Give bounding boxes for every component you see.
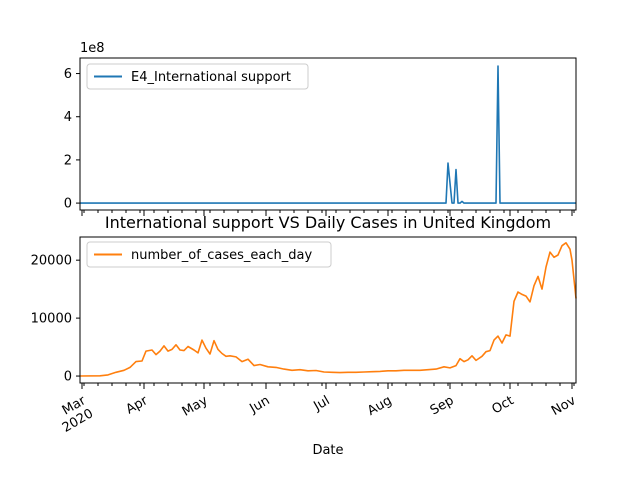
- top-y-tick-label-0: 0: [64, 197, 72, 212]
- top-y-tick-label-2: 4: [64, 110, 72, 125]
- bottom-series-line-0: [79, 242, 577, 377]
- x-axis-label: Date: [312, 443, 343, 458]
- bottom-subplot: International support VS Daily Cases in …: [31, 213, 579, 458]
- x-tick-label-0: Mar2020: [52, 393, 96, 436]
- bottom-y-tick-label-2: 20000: [31, 254, 72, 269]
- bottom-y-tick-label-1: 10000: [31, 312, 72, 327]
- x-tick-label-7: Oct: [490, 393, 517, 417]
- y-scale-label: 1e8: [80, 41, 105, 56]
- top-marks: 0 2 4 6: [64, 65, 576, 216]
- top-legend-box: [86, 63, 309, 90]
- top-subplot: 1e8 0 2 4 6 E4_International support: [64, 41, 577, 216]
- top-y-tick-label-3: 6: [64, 67, 72, 82]
- top-axes-frame: [79, 57, 577, 211]
- bottom-marks: 0 10000 20000 Mar2020 Apr May Jun Jul Aug Sep Oct N…: [31, 242, 579, 436]
- bottom-legend: number_of_cases_each_day: [86, 241, 332, 268]
- top-legend-label: E4_International support: [131, 70, 291, 85]
- chart-title: International support VS Daily Cases in …: [105, 213, 551, 232]
- top-y-tick-label-1: 2: [64, 153, 72, 168]
- top-legend: E4_International support: [86, 63, 309, 90]
- x-tick-label-1: Apr: [124, 393, 152, 418]
- bottom-legend-box: [86, 241, 332, 268]
- top-series-line-0: [80, 65, 576, 204]
- x-tick-label-5: Aug: [365, 393, 394, 419]
- x-tick-label-4: Jul: [311, 393, 333, 414]
- bottom-axes-frame: [79, 236, 577, 384]
- x-tick-label-8: Nov: [549, 393, 579, 419]
- x-tick-label-3: Jun: [247, 393, 273, 417]
- bottom-legend-label: number_of_cases_each_day: [131, 248, 312, 263]
- x-tick-label-6: Sep: [428, 393, 457, 418]
- bottom-y-tick-label-0: 0: [64, 370, 72, 385]
- x-tick-label-2: May: [180, 393, 211, 420]
